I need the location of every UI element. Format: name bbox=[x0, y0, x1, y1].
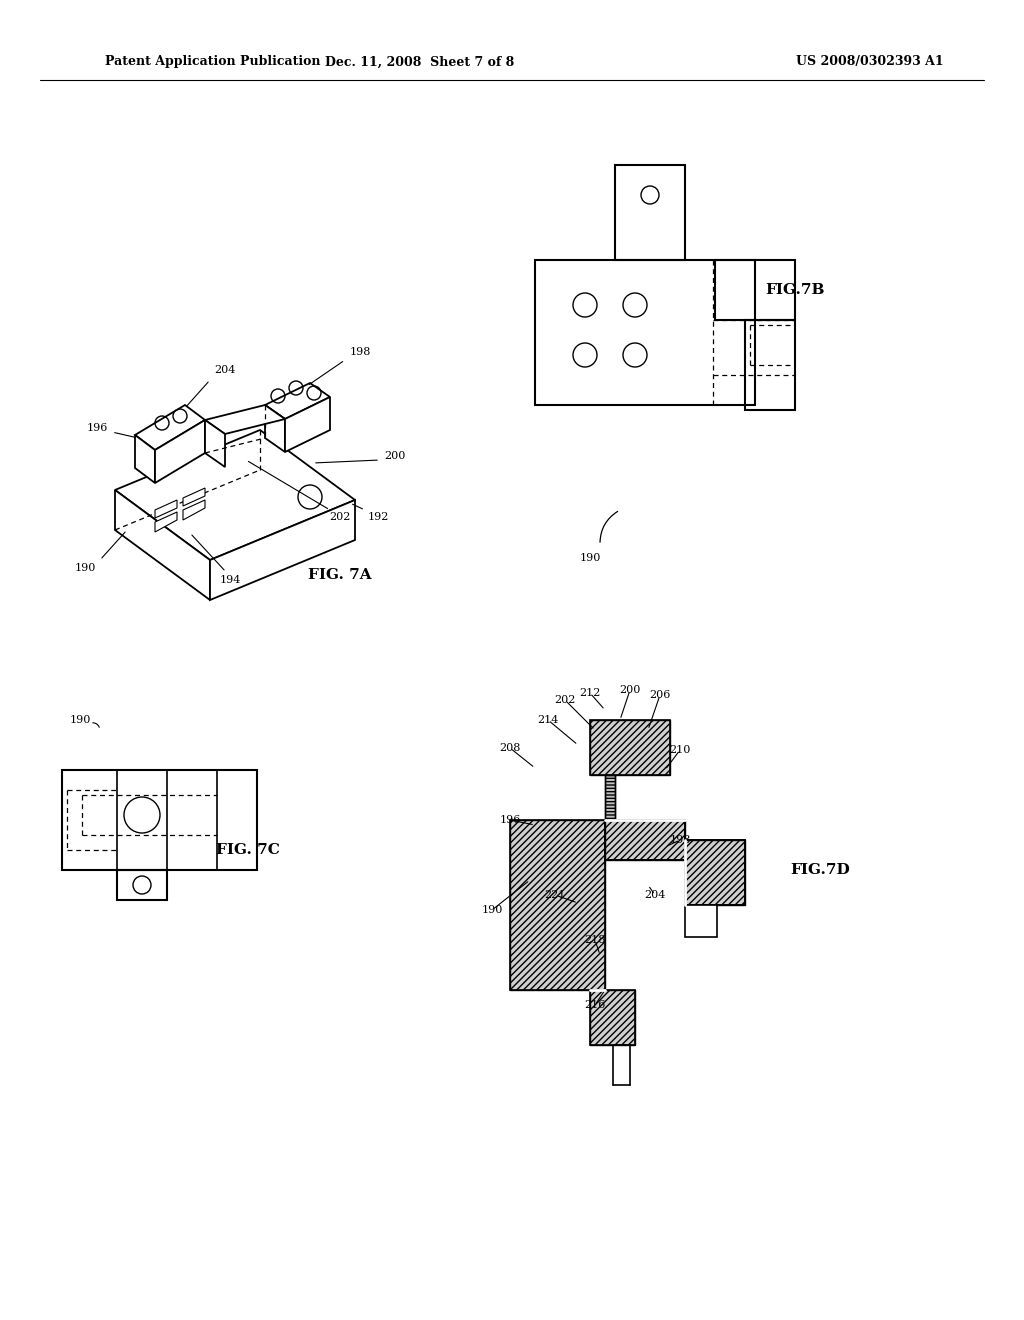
Text: 190: 190 bbox=[70, 715, 91, 725]
Bar bbox=[590, 990, 635, 1045]
Bar bbox=[685, 840, 745, 906]
Polygon shape bbox=[265, 383, 330, 418]
Polygon shape bbox=[183, 488, 205, 506]
Text: 202: 202 bbox=[330, 512, 350, 521]
Text: 198: 198 bbox=[670, 836, 690, 845]
Text: US 2008/0302393 A1: US 2008/0302393 A1 bbox=[797, 55, 944, 69]
Bar bbox=[590, 719, 670, 775]
Text: 190: 190 bbox=[481, 906, 503, 915]
Bar bbox=[590, 990, 635, 1045]
Text: FIG.7B: FIG.7B bbox=[765, 282, 824, 297]
Polygon shape bbox=[183, 500, 205, 520]
Text: 202: 202 bbox=[554, 696, 575, 705]
Text: 196: 196 bbox=[500, 814, 520, 825]
Bar bbox=[590, 719, 670, 775]
Polygon shape bbox=[285, 397, 330, 451]
Polygon shape bbox=[155, 420, 205, 483]
Text: 192: 192 bbox=[368, 512, 389, 521]
Bar bbox=[605, 775, 615, 820]
Text: 208: 208 bbox=[500, 743, 520, 752]
Text: FIG. 7C: FIG. 7C bbox=[216, 843, 280, 857]
Bar bbox=[605, 775, 615, 820]
Bar bbox=[715, 260, 795, 319]
Bar bbox=[62, 770, 257, 870]
Text: 190: 190 bbox=[580, 553, 601, 564]
Text: 206: 206 bbox=[649, 690, 671, 700]
Polygon shape bbox=[205, 420, 225, 467]
Polygon shape bbox=[155, 500, 177, 517]
Bar bbox=[605, 820, 685, 861]
Polygon shape bbox=[135, 405, 205, 450]
Bar bbox=[510, 820, 605, 990]
Polygon shape bbox=[135, 436, 155, 483]
Text: 210: 210 bbox=[670, 744, 690, 755]
Text: 196: 196 bbox=[86, 422, 108, 433]
Polygon shape bbox=[115, 430, 355, 560]
Text: 194: 194 bbox=[219, 576, 241, 585]
Text: 216: 216 bbox=[585, 1001, 605, 1010]
Text: 200: 200 bbox=[620, 685, 641, 696]
Bar bbox=[685, 840, 745, 906]
Polygon shape bbox=[265, 405, 285, 451]
Polygon shape bbox=[205, 405, 285, 434]
Polygon shape bbox=[210, 500, 355, 601]
Text: 200: 200 bbox=[384, 451, 406, 461]
Text: FIG.7D: FIG.7D bbox=[791, 863, 850, 876]
Bar bbox=[615, 165, 685, 260]
Bar bbox=[685, 906, 717, 937]
Text: 204: 204 bbox=[644, 890, 666, 900]
Text: Dec. 11, 2008  Sheet 7 of 8: Dec. 11, 2008 Sheet 7 of 8 bbox=[326, 55, 515, 69]
Bar bbox=[535, 260, 755, 405]
Text: 204: 204 bbox=[214, 366, 236, 375]
Text: FIG. 7A: FIG. 7A bbox=[308, 568, 372, 582]
Text: 190: 190 bbox=[75, 564, 95, 573]
Text: Patent Application Publication: Patent Application Publication bbox=[105, 55, 321, 69]
Bar bbox=[685, 840, 745, 906]
Text: 221: 221 bbox=[545, 890, 565, 900]
Text: 212: 212 bbox=[580, 688, 601, 698]
Bar bbox=[605, 820, 685, 861]
Polygon shape bbox=[155, 512, 177, 532]
Bar bbox=[510, 820, 605, 990]
Bar bbox=[605, 820, 685, 861]
Bar bbox=[745, 319, 795, 411]
Bar bbox=[117, 870, 167, 900]
Polygon shape bbox=[115, 490, 210, 601]
Text: 218: 218 bbox=[585, 935, 605, 945]
Text: 214: 214 bbox=[538, 715, 559, 725]
Text: 198: 198 bbox=[349, 347, 371, 356]
